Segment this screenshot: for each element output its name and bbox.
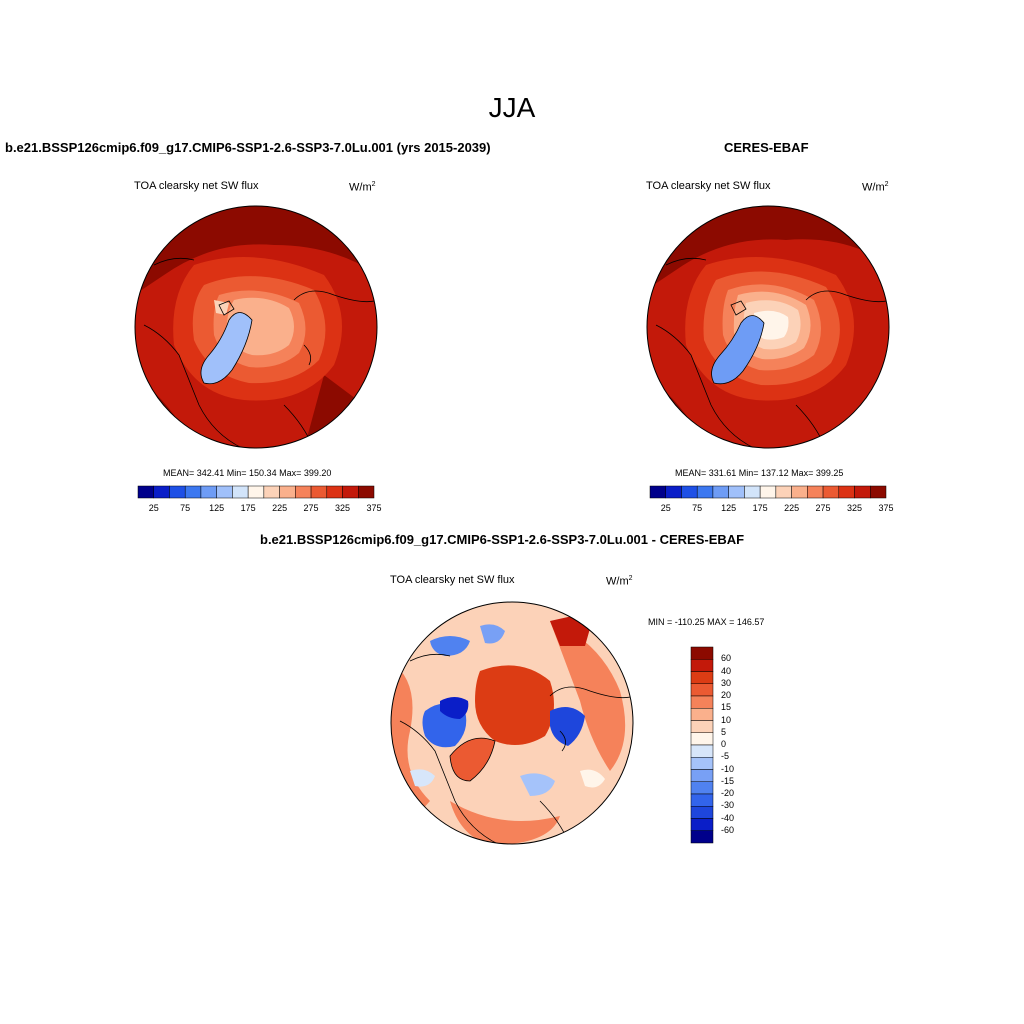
model-colorbar-box-14 xyxy=(358,485,375,499)
diff-colorbar-box-12 xyxy=(690,793,714,807)
obs-colorbar-box-11 xyxy=(822,485,840,499)
obs-colorbar-tick-label: 175 xyxy=(752,503,768,513)
diff-colorbar-tick-label: -20 xyxy=(721,788,735,798)
diff-panel-title: b.e21.BSSP126cmip6.f09_g17.CMIP6-SSP1-2.… xyxy=(260,532,745,547)
model-colorbar-tick-label: 125 xyxy=(209,503,225,513)
model-colorbar-tick-label: 25 xyxy=(148,503,159,513)
diff-colorbar-box-8 xyxy=(690,744,714,758)
diff-colorbar-box-15 xyxy=(690,830,714,844)
obs-colorbar-box-8 xyxy=(775,485,792,499)
obs-colorbar-box-10 xyxy=(807,485,824,499)
model-colorbar-box-2 xyxy=(169,485,186,499)
diff-colorbar-ticks: 60 40 30 20 15 10 5 0 -5 -10 -15 -20 -30 -40 -60 xyxy=(719,647,759,843)
obs-colorbar-box-13 xyxy=(854,485,871,499)
model-polar-map xyxy=(134,205,378,449)
diff-polar-map xyxy=(390,601,634,845)
diff-stats: MIN = -110.25 MAX = 146.57 xyxy=(648,617,765,627)
model-colorbar-box-3 xyxy=(184,485,202,499)
model-colorbar-box-11 xyxy=(310,485,328,499)
diff-colorbar-tick-label: 30 xyxy=(721,677,732,688)
obs-panel-title: CERES-EBAF xyxy=(724,140,809,155)
diff-colorbar-box-5 xyxy=(690,708,714,721)
model-units-label: W/m2 xyxy=(349,181,376,194)
obs-colorbar-box-4 xyxy=(712,485,729,499)
model-colorbar-tick-label: 375 xyxy=(366,503,382,513)
model-colorbar-tick-label: 75 xyxy=(180,503,191,513)
diff-colorbar-box-1 xyxy=(690,659,714,672)
model-colorbar-box-6 xyxy=(232,485,249,499)
diff-colorbar-box-13 xyxy=(690,806,714,819)
obs-colorbar-tick-label: 75 xyxy=(692,503,703,513)
obs-colorbar xyxy=(649,485,887,499)
diff-colorbar-box-10 xyxy=(690,769,714,782)
model-colorbar-tick-label: 275 xyxy=(303,503,319,513)
model-colorbar-box-9 xyxy=(279,485,296,499)
obs-colorbar-box-5 xyxy=(728,485,745,499)
diff-colorbar-tick-label: -15 xyxy=(721,775,735,786)
diff-colorbar-tick-label: -30 xyxy=(721,800,735,811)
diff-colorbar-tick-label: 10 xyxy=(721,714,732,725)
figure-title: JJA xyxy=(488,92,536,123)
obs-colorbar-box-0 xyxy=(649,485,666,499)
diff-colorbar-box-4 xyxy=(690,695,714,709)
diff-colorbar-tick-label: -60 xyxy=(721,824,735,835)
model-colorbar-box-13 xyxy=(342,485,359,499)
diff-colorbar-tick-label: 15 xyxy=(721,702,732,713)
obs-colorbar-tick-label: 375 xyxy=(878,503,894,513)
obs-polar-map xyxy=(646,205,890,449)
obs-colorbar-ticks: 25 75 125 175 225 275 325 375 xyxy=(650,503,894,515)
model-colorbar-tick-label: 325 xyxy=(335,503,351,513)
model-colorbar-box-8 xyxy=(263,485,280,499)
diff-colorbar-tick-label: 40 xyxy=(721,665,732,676)
obs-colorbar-tick-label: 225 xyxy=(784,503,800,513)
diff-colorbar xyxy=(690,646,714,844)
obs-colorbar-tick-label: 325 xyxy=(847,503,863,513)
diff-colorbar-box-7 xyxy=(690,732,714,746)
diff-colorbar-box-6 xyxy=(690,720,714,733)
model-variable-label: TOA clearsky net SW flux xyxy=(134,180,259,192)
model-panel-title: b.e21.BSSP126cmip6.f09_g17.CMIP6-SSP1-2.… xyxy=(5,140,491,155)
obs-colorbar-box-2 xyxy=(681,485,698,499)
model-colorbar-ticks: 25 75 125 175 225 275 325 375 xyxy=(138,503,382,515)
model-colorbar-tick-label: 225 xyxy=(272,503,288,513)
diff-colorbar-tick-label: -5 xyxy=(721,751,730,762)
obs-colorbar-tick-label: 25 xyxy=(660,503,671,513)
obs-colorbar-tick-label: 275 xyxy=(815,503,831,513)
obs-colorbar-box-12 xyxy=(838,485,855,499)
obs-stats: MEAN= 331.61 Min= 137.12 Max= 399.25 xyxy=(675,468,844,478)
diff-colorbar-box-11 xyxy=(690,781,714,795)
diff-colorbar-tick-label: 20 xyxy=(721,690,732,700)
model-colorbar-box-10 xyxy=(295,485,312,499)
diff-colorbar-box-0 xyxy=(690,646,714,660)
model-colorbar-box-5 xyxy=(216,485,233,499)
diff-colorbar-tick-label: 0 xyxy=(721,739,727,749)
obs-variable-label: TOA clearsky net SW flux xyxy=(646,180,771,192)
model-colorbar xyxy=(137,485,375,499)
diff-colorbar-tick-label: -10 xyxy=(721,763,735,774)
model-colorbar-box-7 xyxy=(247,485,265,499)
obs-colorbar-box-9 xyxy=(791,485,808,499)
diff-colorbar-tick-label: -40 xyxy=(721,812,735,823)
diff-colorbar-tick-label: 5 xyxy=(721,726,727,737)
diff-units-label: W/m2 xyxy=(606,575,633,588)
model-colorbar-box-1 xyxy=(153,485,170,499)
diff-colorbar-tick-label: 60 xyxy=(721,653,732,664)
obs-colorbar-box-1 xyxy=(665,485,682,499)
model-stats: MEAN= 342.41 Min= 150.34 Max= 399.20 xyxy=(163,468,332,478)
model-colorbar-box-0 xyxy=(137,485,154,499)
model-colorbar-box-12 xyxy=(326,485,343,499)
diff-colorbar-box-14 xyxy=(690,818,714,831)
diff-colorbar-box-3 xyxy=(690,683,714,697)
obs-colorbar-box-7 xyxy=(759,485,777,499)
diff-colorbar-box-9 xyxy=(690,757,714,770)
diff-variable-label: TOA clearsky net SW flux xyxy=(390,574,515,586)
diff-colorbar-box-2 xyxy=(690,671,714,684)
obs-colorbar-box-3 xyxy=(696,485,714,499)
model-colorbar-tick-label: 175 xyxy=(240,503,256,513)
obs-colorbar-box-14 xyxy=(870,485,887,499)
obs-colorbar-tick-label: 125 xyxy=(721,503,737,513)
obs-units-label: W/m2 xyxy=(862,181,889,194)
model-colorbar-box-4 xyxy=(200,485,217,499)
obs-colorbar-box-6 xyxy=(744,485,761,499)
